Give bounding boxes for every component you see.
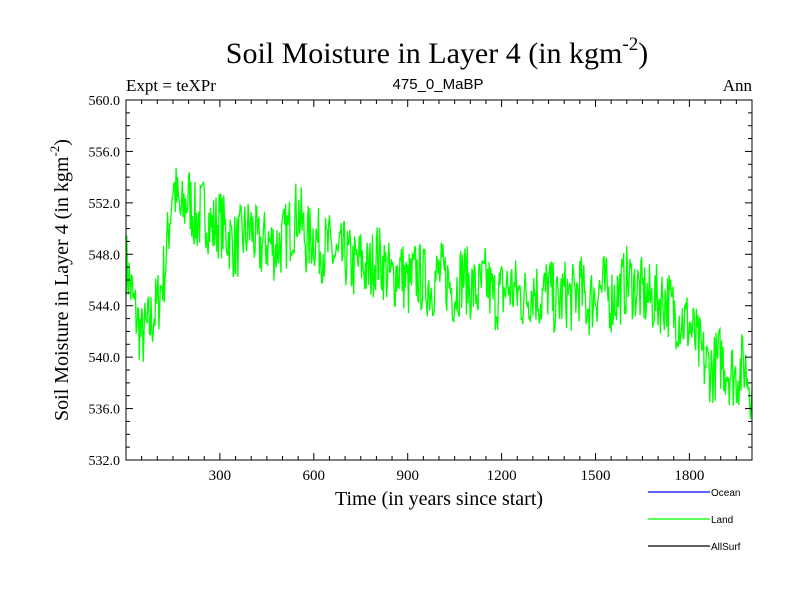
y-tick-label: 536.0: [89, 403, 121, 418]
x-axis: 300 600 900 1200 1500 1800: [141, 100, 737, 484]
y-tick-label: 556.0: [89, 145, 121, 160]
x-tick-label: 1500: [581, 468, 611, 484]
x-tick-label: 1800: [674, 468, 704, 484]
period-label: 475_0_MaBP: [393, 76, 484, 93]
x-tick-label: 300: [209, 468, 232, 484]
y-axis: 532.0 536.0 540.0 544.0 548.0 552.0 556.0 560.0: [89, 94, 752, 469]
legend: Ocean Land AllSurf: [648, 488, 741, 553]
x-axis-label: Time (in years since start): [335, 488, 543, 510]
legend-label-land: Land: [711, 515, 733, 526]
y-tick-label: 552.0: [89, 197, 121, 212]
chart-title: Soil Moisture in Layer 4 (in kgm-2): [226, 34, 648, 70]
series-line-land: [125, 167, 753, 420]
y-tick-label: 560.0: [89, 94, 121, 109]
y-tick-label: 540.0: [89, 351, 121, 366]
y-axis-label: Soil Moisture in Layer 4 (in kgm-2): [47, 139, 73, 421]
plot-frame: [125, 99, 753, 461]
x-tick-label: 900: [396, 468, 419, 484]
legend-label-ocean: Ocean: [711, 488, 740, 499]
experiment-label: Expt = teXPr: [126, 76, 216, 95]
y-tick-label: 532.0: [89, 454, 121, 469]
season-label: Ann: [723, 76, 753, 95]
legend-label-allsurf: AllSurf: [711, 542, 741, 553]
x-tick-label: 1200: [487, 468, 517, 484]
series-layer: [125, 167, 753, 420]
y-tick-label: 544.0: [89, 300, 121, 315]
y-tick-label: 548.0: [89, 248, 121, 263]
x-tick-label: 600: [303, 468, 326, 484]
